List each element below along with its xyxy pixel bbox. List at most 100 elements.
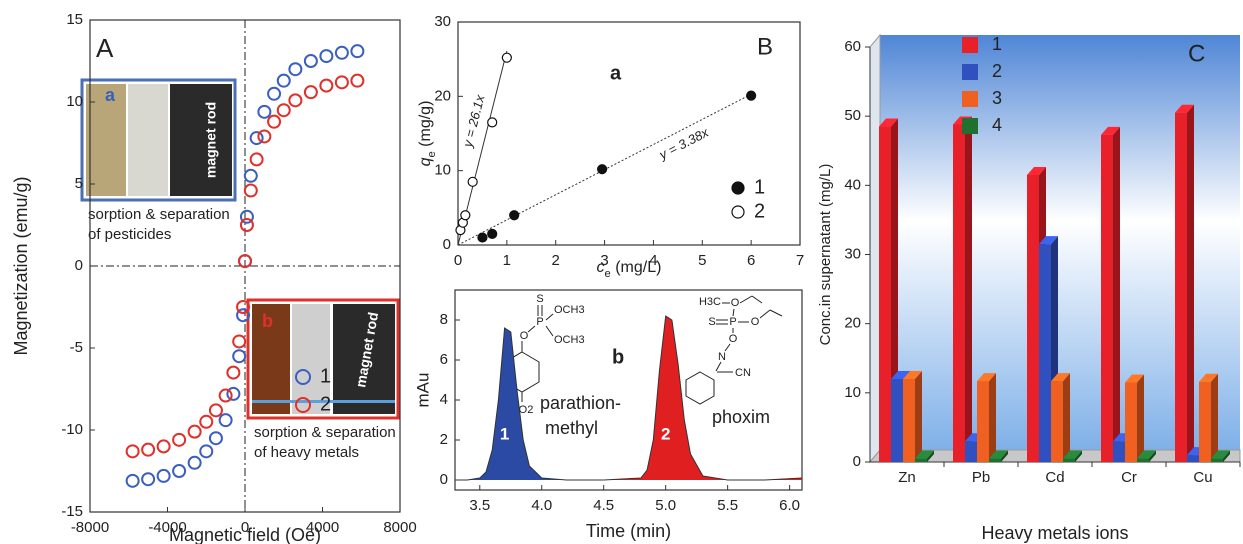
vial (170, 84, 232, 196)
bar (1211, 458, 1223, 462)
y-tick-label: -10 (61, 421, 83, 438)
inset-rod-label: magnet rod (203, 102, 219, 178)
y-tick-label: 6 (440, 351, 448, 368)
y-tick-label: 8 (440, 311, 448, 328)
bar-side (989, 373, 996, 462)
bar (915, 458, 927, 462)
marker (238, 254, 252, 269)
x-tick-label: 4 (649, 252, 657, 269)
atom-label: H3C (699, 296, 721, 308)
marker (334, 45, 349, 60)
marker (487, 117, 498, 128)
bar (879, 126, 891, 463)
structure-labels-2: H3C O S P O O N CN (699, 296, 760, 379)
bar-top (1211, 450, 1230, 459)
bar (1113, 441, 1125, 462)
bar (965, 441, 977, 462)
peak-fill (603, 316, 802, 480)
marker (156, 439, 171, 454)
marker (509, 210, 520, 221)
marker (303, 54, 318, 68)
marker (243, 183, 258, 198)
x-tick-label: Pb (972, 469, 990, 486)
bar-top (1039, 236, 1058, 245)
bar-top (891, 371, 910, 379)
atom-label: S (708, 316, 715, 328)
plot-frame (454, 289, 803, 491)
x-tick-label: 5 (698, 252, 706, 269)
x-tick-label: 5.0 (655, 497, 676, 514)
atom-label: OCH3 (554, 334, 585, 346)
y-tick-label: 10 (66, 93, 83, 110)
marker (597, 164, 608, 175)
y-tick-label: 4 (440, 391, 448, 408)
x-tick-label: 4000 (306, 519, 339, 536)
y-tick-label: 20 (434, 87, 451, 104)
bar-side (1149, 450, 1156, 462)
x-axis-label: Time (min) (586, 521, 671, 541)
marker (501, 52, 512, 63)
fit-label: y = 26.1x (460, 93, 488, 150)
bar (1199, 381, 1211, 462)
legend-marker (295, 397, 311, 413)
marker (156, 468, 171, 483)
marker (187, 424, 202, 439)
vial (86, 84, 126, 196)
atom-label: O (731, 297, 740, 309)
x-tick-label: Cu (1193, 469, 1212, 486)
ring (685, 371, 715, 405)
marker (232, 349, 247, 364)
x-tick-label: -4000 (148, 519, 186, 536)
inset-caption: sorption & separation (88, 206, 230, 223)
plot-frame (457, 21, 801, 246)
marker (319, 49, 334, 64)
structure-phoxim (685, 295, 783, 405)
vial (292, 304, 330, 414)
marker (350, 44, 365, 59)
marker (226, 365, 241, 380)
marker (141, 472, 156, 487)
marker (288, 93, 303, 108)
x-tick-label: 6 (747, 252, 755, 269)
bar (1175, 112, 1187, 462)
bar-top (1063, 450, 1082, 459)
bar (953, 124, 965, 462)
axis-label-part: (mg/L) (611, 259, 662, 276)
bar (891, 379, 903, 462)
panel-label: A (96, 33, 114, 63)
atom-label: CN (735, 367, 751, 379)
marker (467, 176, 478, 187)
bar (989, 458, 1001, 462)
atom-label: O (751, 316, 760, 328)
inset-caption: of pesticides (88, 226, 171, 243)
bond (732, 308, 735, 317)
bond (724, 343, 731, 352)
vial (333, 304, 395, 414)
axis-label-part: (mg/g) (417, 101, 434, 152)
legend-swatch (962, 64, 978, 80)
bar-top (977, 373, 996, 382)
bar-side (965, 116, 972, 462)
x-tick-label: 3.5 (469, 497, 490, 514)
panel-label: B (757, 33, 773, 60)
marker (236, 308, 251, 323)
legend-label: 1 (992, 34, 1002, 54)
legend-swatch (962, 37, 978, 53)
axis-label-part: c (597, 259, 605, 276)
peak-label: 1 (500, 424, 509, 443)
legend-label: 1 (320, 365, 331, 387)
legend-label: 3 (992, 88, 1002, 108)
inset-label: a (105, 85, 116, 105)
marker (276, 103, 291, 118)
trace-line (455, 327, 604, 481)
y-axis-label: mAu (413, 373, 432, 408)
bar-top (879, 118, 898, 127)
atom-label: P (536, 316, 543, 328)
water-line (252, 400, 395, 403)
marker (243, 168, 258, 183)
bar (1187, 455, 1199, 462)
compound-name: phoxim (712, 407, 770, 427)
legend-marker (295, 369, 311, 385)
y-tick-label: 30 (434, 13, 451, 30)
axis-label-part: e (426, 151, 438, 157)
